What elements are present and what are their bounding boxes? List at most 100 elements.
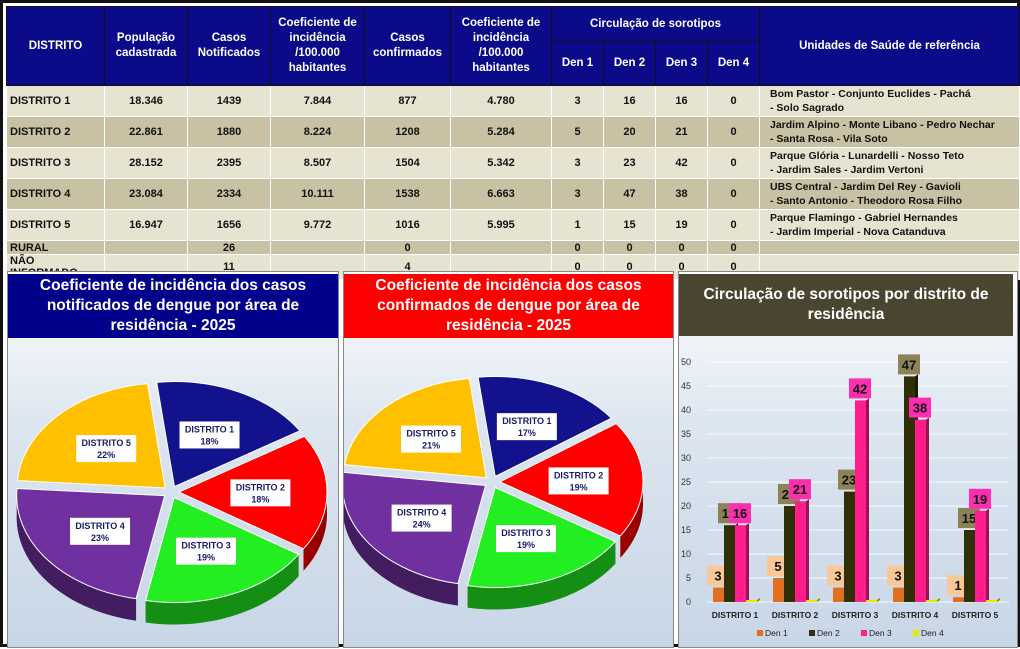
cell-notif: 2395 (187, 147, 271, 179)
data-label-box (969, 488, 991, 509)
unidades-line: UBS Central - Jardim Del Rey - Gavioli (770, 181, 961, 193)
bar-den1 (833, 587, 844, 602)
cell-d2: 23 (603, 147, 656, 179)
data-label-box (729, 503, 751, 524)
unidades-line: - Jardim Sales - Jardim Vertoni (770, 164, 924, 176)
data-label-value: 19% (517, 540, 535, 550)
cell-unidades: Parque Flamingo - Gabriel Hernandes - Jar… (759, 209, 1020, 241)
cell-coef2: 6.663 (450, 178, 552, 210)
pie-slice-side (145, 554, 299, 625)
bar-den2 (724, 525, 735, 602)
cell-d2: 16 (603, 85, 656, 117)
bar-den2 (844, 491, 855, 602)
cell-unidades: UBS Central - Jardim Del Rey - Gavioli - … (759, 178, 1020, 210)
cell-d3: 21 (655, 116, 708, 148)
unidades-line: - Santo Antonio - Theodoro Rosa Filho (770, 195, 963, 207)
cell-pop: 18.346 (104, 85, 188, 117)
chart-title: Circulação de sorotipos por distrito de … (679, 274, 1013, 336)
cell-d1: 1 (551, 209, 604, 241)
legend-label: Den 4 (921, 628, 944, 638)
cell-conf: 1504 (364, 147, 451, 179)
cell-d3: 38 (655, 178, 708, 210)
cell-coef1: 8.224 (270, 116, 365, 148)
cell-notif: 2334 (187, 178, 271, 210)
unidades-line: - Solo Sagrado (770, 102, 845, 114)
pie-panel-confirmados: Coeficiente de incidência dos casos conf… (343, 271, 674, 648)
bar-side (806, 499, 809, 602)
data-label-box (767, 556, 789, 576)
data-label-box (401, 425, 462, 453)
y-tick-label: 20 (681, 501, 691, 511)
data-label-box (909, 397, 931, 418)
data-label-value: 22% (97, 450, 115, 460)
table-row: RURAL 26 0 0 0 0 0 (6, 240, 1020, 255)
dengue-table: DISTRITO População cadastrada Casos Noti… (6, 6, 1020, 280)
bar-side (986, 508, 989, 602)
data-label: 3 (894, 569, 901, 584)
cell-unidades: Jardim Alpino - Monte Libano - Pedro Nec… (759, 116, 1020, 148)
bar-side (746, 523, 749, 602)
header-den2: Den 2 (603, 41, 656, 86)
data-label-category: DISTRITO 1 (185, 424, 234, 434)
header-circulacao: Circulação de sorotipos (551, 6, 760, 42)
cell-d3: 42 (655, 147, 708, 179)
cell-coef2: 4.780 (450, 85, 552, 117)
cell-coef1: 8.507 (270, 147, 365, 179)
cell-notif: 26 (187, 240, 271, 255)
data-label-box (179, 421, 240, 449)
bar-den2 (964, 530, 975, 602)
data-label: 15 (962, 511, 976, 526)
data-label-box (391, 504, 452, 532)
chart-title: Coeficiente de incidência dos casos noti… (8, 274, 338, 338)
cell-distrito: DISTRITO 5 (6, 209, 105, 241)
table-row: DISTRITO 4 23.084 2334 10.111 1538 6.663 3 47 38… (6, 178, 1020, 210)
bar-den1 (893, 587, 904, 602)
header-den4: Den 4 (707, 41, 760, 86)
bar-side (877, 598, 880, 602)
data-label: 1 (954, 578, 961, 593)
header-coef-confirmados: Coeficiente de incidência /100.000 habit… (450, 6, 552, 86)
cell-unidades: Bom Pastor - Conjunto Euclides - Pachá - … (759, 85, 1020, 117)
header-unidades: Unidades de Saúde de referência (759, 6, 1020, 86)
table-row: DISTRITO 2 22.861 1880 8.224 1208 5.284 5 20 21 0… (6, 116, 1020, 148)
cell-conf: 1016 (364, 209, 451, 241)
cell-d1: 3 (551, 85, 604, 117)
data-label-category: DISTRITO 3 (501, 528, 550, 538)
header-distrito: DISTRITO (6, 6, 105, 86)
cell-distrito: DISTRITO 2 (6, 116, 105, 148)
data-label-box (898, 354, 920, 375)
unidades-line: - Santa Rosa - Vila Soto (770, 133, 888, 145)
cell-pop: 16.947 (104, 209, 188, 241)
data-label: 3 (834, 569, 841, 584)
data-label-box (887, 565, 909, 586)
legend-swatch (861, 630, 867, 636)
cell-d4: 0 (707, 147, 760, 179)
y-tick-label: 30 (681, 453, 691, 463)
data-label-box (838, 469, 860, 490)
unidades-line: Parque Flamingo - Gabriel Hernandes (770, 212, 958, 224)
bar-den4 (806, 600, 817, 602)
pie-slice-side (467, 541, 616, 610)
cell-coef1: 10.111 (270, 178, 365, 210)
bar-den4 (866, 600, 877, 602)
pie-slice-side (16, 493, 137, 621)
data-label-value: 18% (201, 436, 219, 446)
cell-coef1 (270, 240, 365, 255)
cell-distrito: RURAL (6, 240, 105, 255)
y-tick-label: 5 (686, 573, 691, 583)
data-label-category: DISTRITO 2 (236, 482, 285, 492)
header-den1: Den 1 (551, 41, 604, 86)
header-den3: Den 3 (655, 41, 708, 86)
legend-swatch (809, 630, 815, 636)
y-tick-label: 45 (681, 381, 691, 391)
data-label: 23 (842, 473, 856, 488)
data-label-value: 21% (422, 441, 440, 451)
data-label-box (76, 435, 137, 463)
data-label-value: 19% (197, 553, 215, 563)
bar-side (926, 417, 929, 602)
data-label-box (496, 413, 557, 441)
data-label-category: DISTRITO 5 (82, 438, 131, 448)
data-label-category: DISTRITO 3 (181, 541, 230, 551)
bar-den3 (735, 525, 746, 602)
unidades-line: Parque Glória - Lunardelli - Nosso Teto (770, 150, 965, 162)
